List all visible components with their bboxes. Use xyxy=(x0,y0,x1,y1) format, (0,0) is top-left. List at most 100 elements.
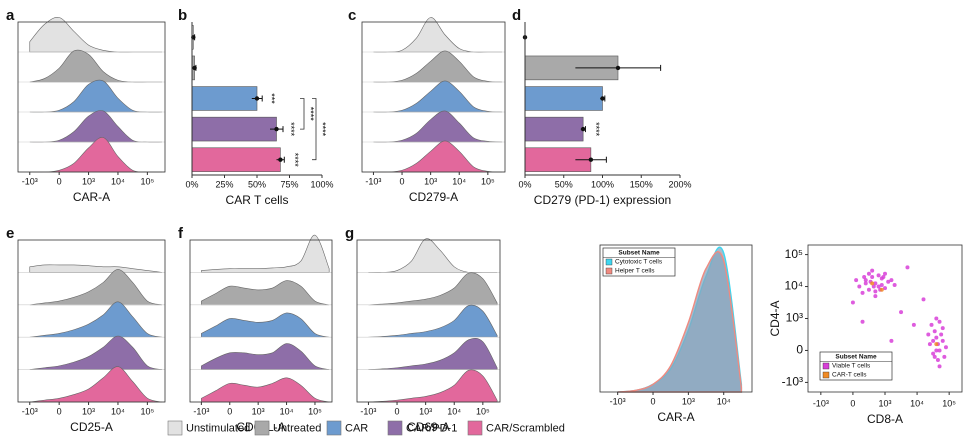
point xyxy=(862,274,867,279)
histogram xyxy=(29,79,163,113)
significance: **** xyxy=(286,122,296,137)
point xyxy=(860,319,865,324)
x-tick-label: 10⁴ xyxy=(452,176,466,186)
point xyxy=(860,290,865,295)
frame xyxy=(189,239,333,403)
point xyxy=(870,268,875,273)
x-tick-label: 50% xyxy=(555,179,573,189)
x-tick-label: 10³ xyxy=(424,176,437,186)
x-tick-label: 10⁴ xyxy=(910,398,924,408)
bar xyxy=(524,86,603,111)
x-axis-label: CAR-A xyxy=(657,410,694,424)
x-tick-label: 10⁵ xyxy=(942,398,956,408)
x-tick-label: 0% xyxy=(185,179,198,189)
point xyxy=(863,281,868,286)
point xyxy=(911,322,916,327)
x-tick-label: 0 xyxy=(227,406,232,416)
legend-box xyxy=(602,247,676,277)
x-tick-label: 10³ xyxy=(419,406,432,416)
panel-letter: a xyxy=(6,7,15,24)
y-tick-label: -10³ xyxy=(782,375,803,389)
point xyxy=(881,274,886,279)
bracket xyxy=(312,98,317,161)
replicate xyxy=(274,126,279,132)
x-tick-label: 0% xyxy=(518,179,531,189)
x-axis-label: CD279 (PD-1) expression xyxy=(534,193,671,207)
x-tick-label: 10⁴ xyxy=(717,396,731,406)
histogram xyxy=(29,17,163,53)
x-tick-label: 10⁵ xyxy=(140,406,154,416)
x-tick-label: -10³ xyxy=(22,406,38,416)
histogram xyxy=(29,269,163,306)
histogram xyxy=(368,238,498,274)
point xyxy=(905,265,910,270)
frame xyxy=(599,244,753,393)
point xyxy=(886,279,891,284)
panel-letter: f xyxy=(178,225,184,242)
histogram xyxy=(201,312,330,338)
frame xyxy=(17,239,166,403)
point xyxy=(899,310,904,315)
x-tick-label: 10⁵ xyxy=(140,176,154,186)
legend-label: Untreated xyxy=(273,422,321,434)
x-tick-label: -10³ xyxy=(610,396,626,406)
histogram xyxy=(29,335,163,370)
point xyxy=(932,354,937,359)
bar xyxy=(191,86,258,111)
histogram xyxy=(368,272,498,306)
point xyxy=(926,332,931,337)
point xyxy=(854,278,859,283)
replicate xyxy=(580,126,586,132)
x-axis-label: CAR-A xyxy=(73,190,110,204)
x-tick-label: 0 xyxy=(400,176,405,186)
x-tick-label: 100% xyxy=(591,179,614,189)
histogram xyxy=(373,140,503,173)
histogram xyxy=(201,234,330,273)
significance: **** xyxy=(306,107,316,122)
x-tick-label: 10³ xyxy=(682,396,695,406)
legend-swatch xyxy=(167,420,183,436)
frame xyxy=(356,239,501,403)
legend-label: Viable T cells xyxy=(832,363,871,370)
significance: *** xyxy=(267,93,277,104)
panel-letter: e xyxy=(6,225,14,242)
x-tick-label: 10⁴ xyxy=(111,406,125,416)
point xyxy=(889,338,894,343)
legend-label: CAR xyxy=(345,422,368,434)
bar xyxy=(191,147,281,172)
legend-label: CAR/Scrambled xyxy=(486,422,565,434)
x-tick-label: 0 xyxy=(850,398,855,408)
x-tick-label: 200% xyxy=(668,179,691,189)
point xyxy=(873,289,878,294)
legend-title: Subset Name xyxy=(618,250,660,257)
x-tick-label: 10⁵ xyxy=(476,406,490,416)
x-tick-label: 100% xyxy=(310,179,333,189)
legend-box xyxy=(819,351,893,381)
x-tick-label: 10⁴ xyxy=(111,176,125,186)
frame xyxy=(361,21,506,173)
point xyxy=(850,300,855,305)
point xyxy=(931,351,936,356)
point xyxy=(937,319,942,324)
point xyxy=(873,294,878,299)
point xyxy=(876,273,881,278)
x-axis-label: CD279-A xyxy=(409,190,458,204)
legend-swatch xyxy=(387,420,403,436)
point xyxy=(873,281,878,286)
point xyxy=(934,335,939,340)
legend-label: CAR-T cells xyxy=(832,372,867,379)
point xyxy=(929,322,934,327)
point xyxy=(939,332,944,337)
legend-label: CAR/PD-1 xyxy=(406,422,457,434)
histogram xyxy=(373,50,503,83)
x-tick-label: 25% xyxy=(215,179,233,189)
legend-label: Cytotoxic T cells xyxy=(615,259,663,266)
x-tick-label: 10³ xyxy=(878,398,891,408)
point xyxy=(927,342,932,347)
point xyxy=(863,278,868,283)
x-tick-label: -10³ xyxy=(193,406,209,416)
histogram xyxy=(368,369,498,403)
histogram xyxy=(373,110,503,143)
point xyxy=(857,284,862,289)
histogram xyxy=(29,264,163,273)
